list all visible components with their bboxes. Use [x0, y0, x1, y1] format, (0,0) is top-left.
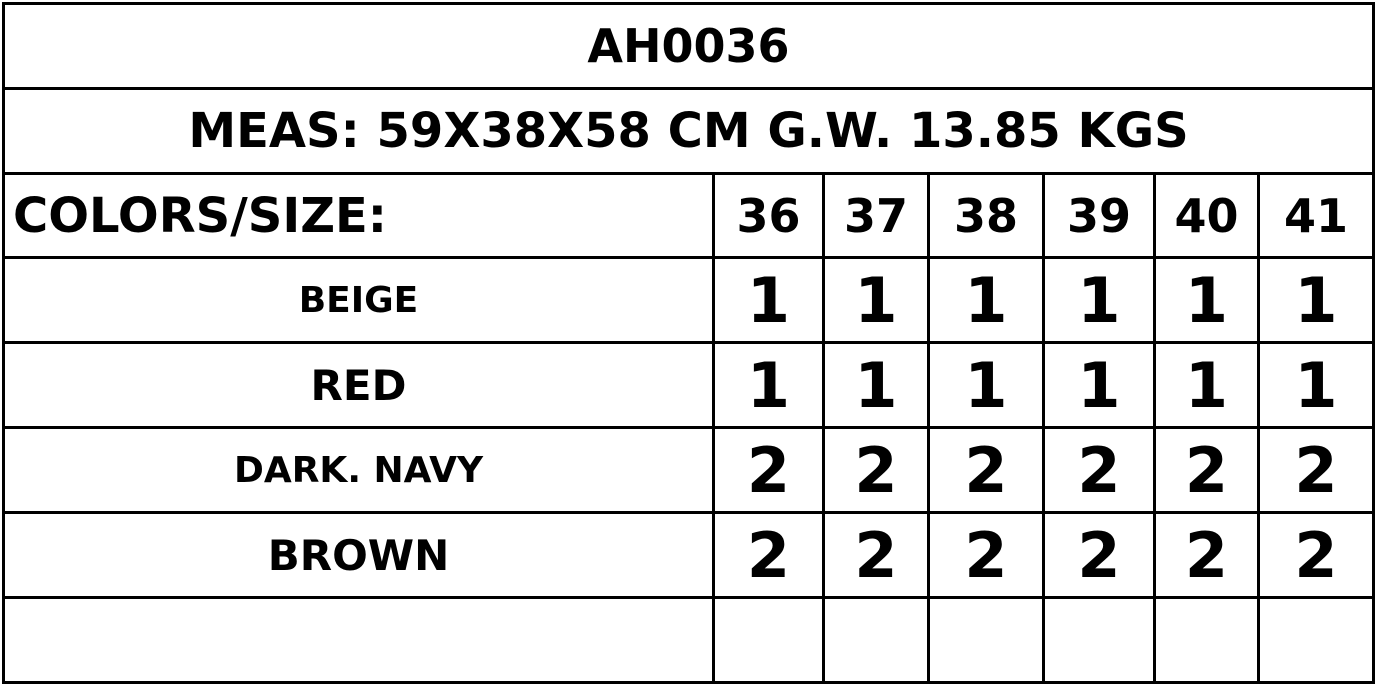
color-name: DARK. NAVY: [2, 426, 715, 514]
size-header-38: 38: [927, 172, 1045, 259]
empty-cell: [927, 596, 1045, 684]
quantity-cell: 1: [822, 256, 930, 344]
quantity-cell: 2: [927, 511, 1045, 599]
article-code: AH0036: [2, 2, 1375, 90]
table-row: BEIGE 1 1 1 1 1 1: [2, 256, 1375, 344]
table-row-empty: [2, 596, 1375, 684]
quantity-cell: 2: [1257, 511, 1375, 599]
table-row: BROWN 2 2 2 2 2 2: [2, 511, 1375, 599]
empty-cell: [1153, 596, 1260, 684]
quantity-cell: 1: [927, 341, 1045, 429]
quantity-cell: 1: [1042, 256, 1156, 344]
quantity-cell: 1: [1257, 256, 1375, 344]
quantity-cell: 1: [1153, 341, 1260, 429]
empty-cell: [2, 596, 715, 684]
quantity-cell: 1: [927, 256, 1045, 344]
quantity-cell: 1: [1257, 341, 1375, 429]
empty-cell: [712, 596, 825, 684]
quantity-cell: 2: [1042, 511, 1156, 599]
quantity-cell: 2: [712, 511, 825, 599]
size-header-36: 36: [712, 172, 825, 259]
size-header-41: 41: [1257, 172, 1375, 259]
empty-cell: [1042, 596, 1156, 684]
size-header-40: 40: [1153, 172, 1260, 259]
table-row: DARK. NAVY 2 2 2 2 2 2: [2, 426, 1375, 514]
quantity-cell: 2: [822, 511, 930, 599]
quantity-cell: 1: [1153, 256, 1260, 344]
color-name: BEIGE: [2, 256, 715, 344]
color-name: BROWN: [2, 511, 715, 599]
quantity-cell: 2: [1042, 426, 1156, 514]
empty-cell: [1257, 596, 1375, 684]
quantity-cell: 1: [1042, 341, 1156, 429]
quantity-cell: 1: [822, 341, 930, 429]
empty-cell: [822, 596, 930, 684]
table-row: RED 1 1 1 1 1 1: [2, 341, 1375, 429]
quantity-cell: 2: [1257, 426, 1375, 514]
quantity-cell: 1: [712, 341, 825, 429]
quantity-cell: 2: [927, 426, 1045, 514]
quantity-cell: 2: [822, 426, 930, 514]
size-header-37: 37: [822, 172, 930, 259]
quantity-cell: 2: [712, 426, 825, 514]
quantity-cell: 1: [712, 256, 825, 344]
quantity-cell: 2: [1153, 511, 1260, 599]
color-name: RED: [2, 341, 715, 429]
quantity-cell: 2: [1153, 426, 1260, 514]
carton-measurements: MEAS: 59X38X58 CM G.W. 13.85 KGS: [2, 87, 1375, 175]
size-header-39: 39: [1042, 172, 1156, 259]
colors-size-header: COLORS/SIZE:: [2, 172, 715, 259]
